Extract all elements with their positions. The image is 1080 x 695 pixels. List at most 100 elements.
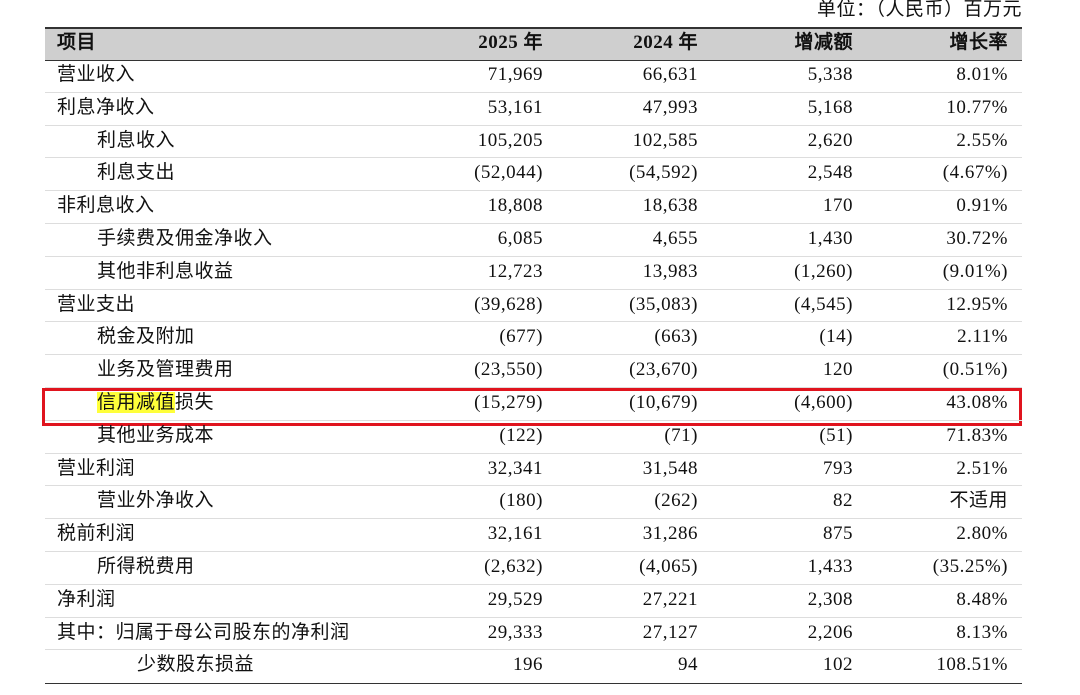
value-cell: 71,969 xyxy=(487,64,543,85)
value-cell: 102 xyxy=(823,654,853,676)
value-cell: 31,286 xyxy=(642,523,698,545)
row-label: 少数股东损益 xyxy=(137,654,255,676)
row-rule xyxy=(45,649,1022,651)
value-cell: 2.80% xyxy=(956,523,1008,545)
header-cell: 项目 xyxy=(57,32,97,53)
value-cell: (1,260) xyxy=(794,260,853,282)
value-cell: 32,341 xyxy=(487,457,543,479)
row-label: 业务及管理费用 xyxy=(97,359,234,381)
value-cell: 31,548 xyxy=(642,457,698,479)
value-cell: (677) xyxy=(499,326,543,348)
value-cell: 5,168 xyxy=(807,96,853,118)
value-cell: 27,127 xyxy=(642,621,698,643)
value-cell: 1,430 xyxy=(807,228,853,249)
row-rule xyxy=(45,255,1022,257)
value-cell: (15,279) xyxy=(474,392,543,413)
row-label: 手续费及佣金净收入 xyxy=(97,228,273,249)
row-rule xyxy=(45,452,1022,454)
row-label: 其他非利息收益 xyxy=(97,260,234,282)
value-cell: 94 xyxy=(678,654,698,676)
row-label: 净利润 xyxy=(57,588,116,610)
value-cell: 108.51% xyxy=(936,654,1008,676)
bottom-rule xyxy=(45,683,1022,684)
value-cell: 32,161 xyxy=(487,523,543,545)
row-label: 营业利润 xyxy=(57,457,136,479)
value-cell: (122) xyxy=(499,424,543,446)
value-cell: (663) xyxy=(654,326,698,348)
value-cell: 8.01% xyxy=(956,64,1008,85)
value-cell: (4,065) xyxy=(639,556,698,577)
value-cell: (0.51%) xyxy=(942,359,1008,381)
row-rule xyxy=(45,518,1022,520)
value-cell: (2,632) xyxy=(484,556,543,577)
value-cell: (35.25%) xyxy=(932,556,1008,577)
row-rule xyxy=(45,419,1022,421)
value-cell: (9.01%) xyxy=(942,260,1008,282)
value-cell: 53,161 xyxy=(487,96,543,118)
value-cell: 18,808 xyxy=(487,195,543,217)
row-rule xyxy=(45,124,1022,126)
row-label: 利息收入 xyxy=(97,129,176,151)
unit-note: 单位：（人民币）百万元 xyxy=(816,0,1022,20)
value-cell: 1,433 xyxy=(807,556,853,577)
header-bg xyxy=(45,27,1022,61)
row-rule xyxy=(45,190,1022,192)
value-cell: 8.13% xyxy=(956,621,1008,643)
row-rule xyxy=(45,485,1022,487)
row-label: 其他业务成本 xyxy=(97,424,215,446)
value-cell: 8.48% xyxy=(956,588,1008,610)
value-cell: 30.72% xyxy=(946,228,1008,249)
value-cell: 120 xyxy=(823,359,853,381)
header-cell: 2025 年 xyxy=(478,32,543,53)
highlighted-text: 信用减值 xyxy=(97,392,176,413)
header-cell: 增长率 xyxy=(949,32,1008,53)
value-cell: 2,620 xyxy=(807,129,853,151)
row-label: 其中：归属于母公司股东的净利润 xyxy=(57,621,350,643)
value-cell: (4,545) xyxy=(794,293,853,315)
row-label: 营业支出 xyxy=(57,293,136,315)
value-cell: 12,723 xyxy=(487,260,543,282)
row-rule xyxy=(45,157,1022,159)
value-cell: 6,085 xyxy=(497,228,543,249)
value-cell: (71) xyxy=(664,424,698,446)
value-cell: (23,550) xyxy=(474,359,543,381)
value-cell: (51) xyxy=(819,424,853,446)
value-cell: 2,308 xyxy=(807,588,853,610)
row-label: 税前利润 xyxy=(57,523,136,545)
value-cell: 43.08% xyxy=(946,392,1008,413)
row-label: 利息净收入 xyxy=(57,96,155,118)
row-rule xyxy=(45,551,1022,552)
row-label: 营业收入 xyxy=(57,64,136,85)
row-rule xyxy=(45,354,1022,356)
row-label: 信用减值损失 xyxy=(97,387,214,419)
value-cell: 196 xyxy=(513,654,543,676)
value-cell: 12.95% xyxy=(946,293,1008,315)
row-label: 非利息收入 xyxy=(57,195,155,217)
value-cell: (39,628) xyxy=(474,293,543,315)
value-cell: (35,083) xyxy=(629,293,698,315)
value-cell: 13,983 xyxy=(642,260,698,282)
value-cell: 5,338 xyxy=(807,64,853,85)
header-cell: 2024 年 xyxy=(633,32,698,53)
value-cell: 66,631 xyxy=(642,64,698,85)
row-rule xyxy=(45,387,1022,388)
value-cell: 0.91% xyxy=(956,195,1008,217)
value-cell: 47,993 xyxy=(642,96,698,118)
row-label: 税金及附加 xyxy=(97,326,195,348)
value-cell: 105,205 xyxy=(477,129,543,151)
value-cell: 170 xyxy=(823,195,853,217)
value-cell: 2.51% xyxy=(956,457,1008,479)
value-cell: 27,221 xyxy=(642,588,698,610)
value-cell: (4,600) xyxy=(794,392,853,413)
row-rule xyxy=(45,288,1022,290)
value-cell: 793 xyxy=(823,457,853,479)
value-cell: 不适用 xyxy=(949,490,1008,512)
value-cell: (14) xyxy=(819,326,853,348)
value-cell: 29,529 xyxy=(487,588,543,610)
header-cell: 增减额 xyxy=(794,32,853,53)
value-cell: 71.83% xyxy=(946,424,1008,446)
value-cell: (262) xyxy=(654,490,698,512)
value-cell: (10,679) xyxy=(629,392,698,413)
value-cell: 2.55% xyxy=(956,129,1008,151)
